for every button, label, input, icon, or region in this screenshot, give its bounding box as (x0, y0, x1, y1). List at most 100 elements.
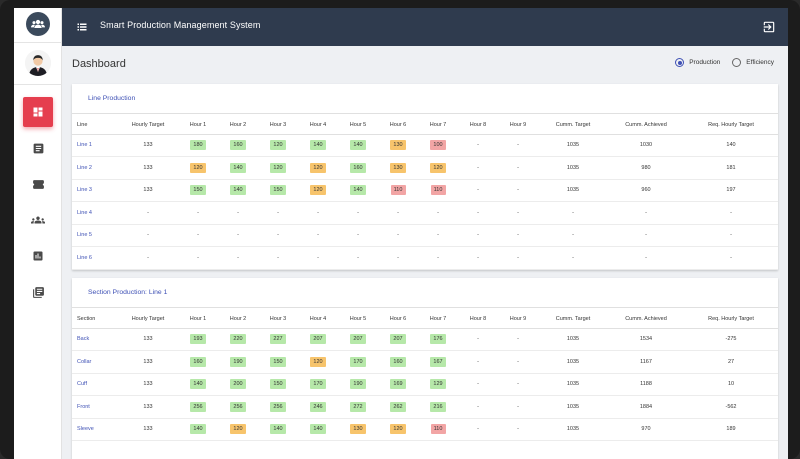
hour-value-badge: 169 (390, 379, 406, 390)
nav-teams[interactable] (23, 205, 53, 235)
section-name-link[interactable]: Sleeve (72, 418, 118, 441)
hour-cell: 120 (218, 418, 258, 441)
cumm-target-cell: 1035 (538, 328, 608, 351)
column-header: Hour 3 (258, 310, 298, 329)
column-header: Hour 8 (458, 116, 498, 135)
line-name-link[interactable]: Line 2 (72, 156, 118, 180)
hour-cell: 120 (178, 156, 218, 180)
hour-cell: 220 (218, 328, 258, 351)
req-hourly-target-cell: 189 (684, 418, 778, 441)
section-name-link[interactable]: Collar (72, 350, 118, 374)
hour-cell: 207 (338, 328, 378, 351)
column-header: Cumm. Target (538, 116, 608, 135)
column-header: Hour 2 (218, 116, 258, 135)
section-name-link[interactable]: Cuff (72, 373, 118, 396)
hour-value-badge: 150 (270, 379, 286, 390)
column-header: Req. Hourly Target (684, 116, 778, 135)
table-row: Collar 133 160 190 150 120 170 160 167 - - 1035 1167… (72, 350, 778, 374)
hour-cell: 140 (258, 418, 298, 441)
hour-value-badge: 120 (310, 356, 326, 367)
hour-value-badge: 140 (350, 140, 366, 151)
user-avatar[interactable] (25, 50, 51, 76)
hour-cell: - (218, 224, 258, 247)
hour-cell: 167 (418, 350, 458, 374)
library-icon (32, 286, 44, 298)
hour-cell: 190 (338, 373, 378, 396)
hour-cell: 120 (418, 156, 458, 180)
column-header: Hour 8 (458, 310, 498, 329)
hour-value: - (517, 254, 519, 261)
hour-cell: 150 (178, 179, 218, 202)
cumm-achieved-cell: 1534 (608, 328, 684, 351)
table-row: Line 3 133 150 140 150 120 140 110 110 - - 1035 960 1… (72, 179, 778, 202)
hour-cell: 120 (258, 156, 298, 180)
hour-cell: 170 (298, 373, 338, 396)
hour-cell: - (218, 246, 258, 270)
hour-value: - (517, 426, 519, 433)
section-name-link[interactable]: Front (72, 395, 118, 419)
req-hourly-target-cell: 181 (684, 156, 778, 180)
hour-value: - (397, 254, 399, 261)
column-header: Hour 6 (378, 116, 418, 135)
hour-cell: 110 (418, 179, 458, 202)
table-header-row: Line Hourly Target Hour 1 Hour 2 Hour 3 Hour … (72, 116, 778, 135)
nav-documents[interactable] (23, 133, 53, 163)
hour-cell: - (498, 134, 538, 157)
hour-value: - (477, 232, 479, 239)
hour-value: - (517, 336, 519, 343)
hour-value: - (357, 232, 359, 239)
hour-value-badge: 216 (430, 401, 446, 412)
hour-cell: - (458, 224, 498, 247)
column-header: Hour 3 (258, 116, 298, 135)
column-header: Hour 7 (418, 116, 458, 135)
line-name-link[interactable]: Line 3 (72, 179, 118, 202)
line-name-link[interactable]: Line 6 (72, 246, 118, 270)
hour-value-badge: 160 (350, 162, 366, 173)
hour-cell: - (218, 201, 258, 225)
hour-cell: - (418, 246, 458, 270)
hour-value: - (477, 209, 479, 216)
efficiency-radio[interactable]: Efficiency (732, 58, 774, 67)
hour-cell: 150 (258, 373, 298, 396)
hour-value-badge: 129 (430, 379, 446, 390)
cumm-target-cell: - (538, 224, 608, 247)
hour-value-badge: 200 (230, 379, 246, 390)
hour-value: - (517, 381, 519, 388)
hour-cell: - (498, 328, 538, 351)
table-body: Back 133 193 220 227 207 207 207 176- -1035 1534 -2… (72, 328, 778, 441)
line-name-link[interactable]: Line 4 (72, 201, 118, 225)
column-header: Hour 4 (298, 116, 338, 135)
hour-cell: 190 (218, 350, 258, 374)
section-name-link[interactable]: Back (72, 328, 118, 351)
production-radio[interactable]: Production (675, 58, 720, 67)
hour-value: - (277, 232, 279, 239)
req-hourly-target-cell: 197 (684, 179, 778, 202)
hour-cell: - (458, 179, 498, 202)
cumm-achieved-cell: 1884 (608, 395, 684, 419)
req-hourly-target-cell: - (684, 201, 778, 225)
hour-cell: - (458, 418, 498, 441)
req-hourly-target-cell: - (684, 224, 778, 247)
hour-cell: 100 (418, 134, 458, 157)
list-menu-icon[interactable] (76, 21, 88, 33)
hour-cell: - (458, 156, 498, 180)
cumm-achieved-cell: 1030 (608, 134, 684, 157)
hour-cell: 262 (378, 395, 418, 419)
nav-reports[interactable] (23, 241, 53, 271)
users-logo-icon[interactable] (26, 12, 50, 36)
cumm-achieved-cell: 970 (608, 418, 684, 441)
nav-tickets[interactable] (23, 169, 53, 199)
nav-dashboard[interactable] (23, 97, 53, 127)
hour-cell: 130 (338, 418, 378, 441)
hour-value: - (477, 254, 479, 261)
nav-library[interactable] (23, 277, 53, 307)
hour-value-badge: 256 (190, 401, 206, 412)
hour-value: - (317, 209, 319, 216)
line-name-link[interactable]: Line 1 (72, 134, 118, 157)
line-name-link[interactable]: Line 5 (72, 224, 118, 247)
hour-cell: - (458, 395, 498, 419)
column-header: Hour 4 (298, 310, 338, 329)
hour-value-badge: 256 (270, 401, 286, 412)
hour-value: - (477, 336, 479, 343)
logout-icon[interactable] (762, 20, 776, 34)
